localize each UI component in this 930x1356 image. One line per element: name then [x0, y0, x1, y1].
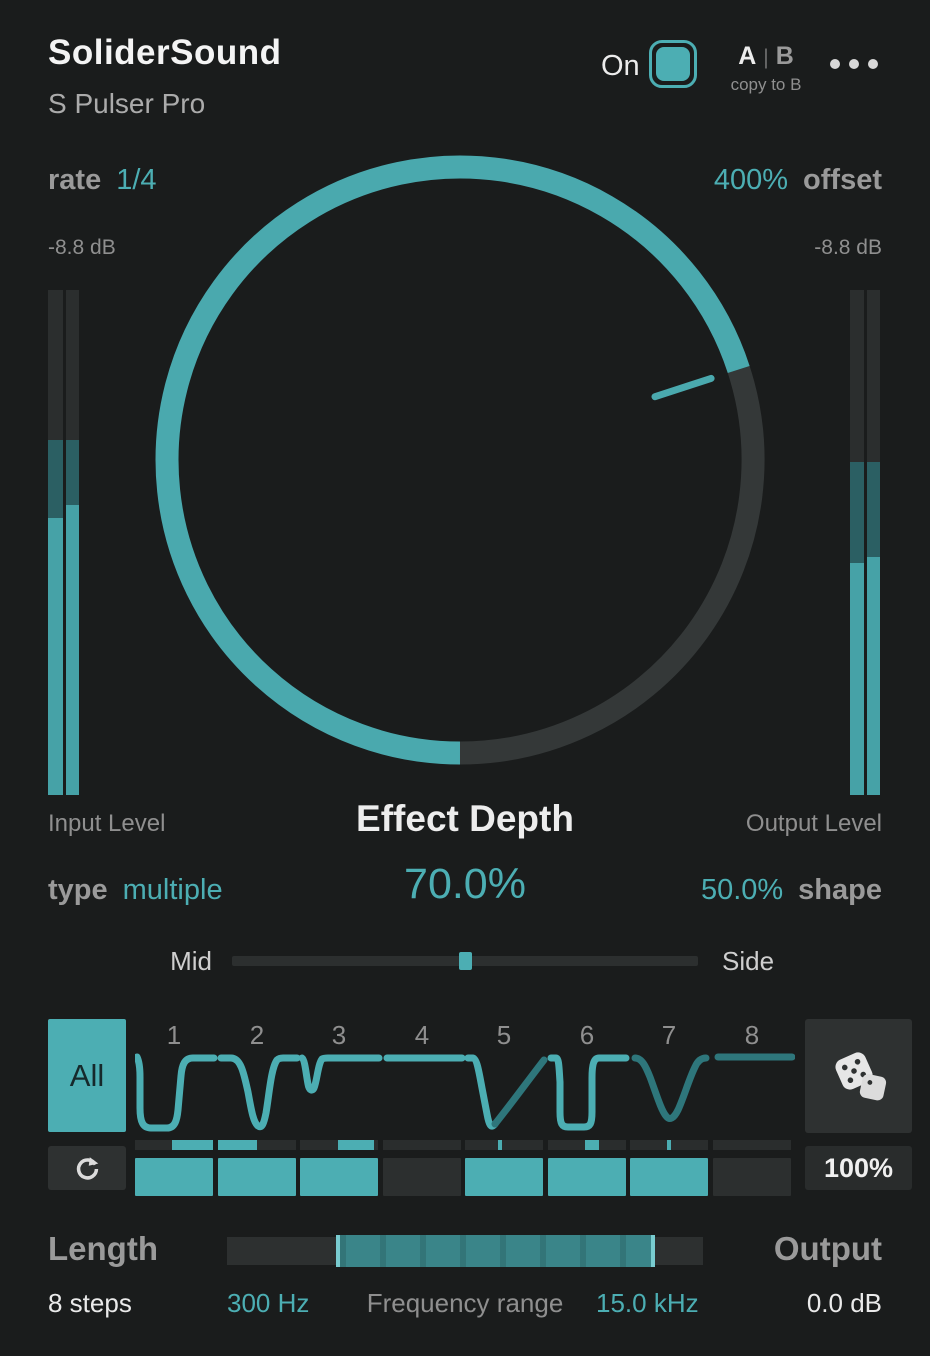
- offset-label: offset: [803, 164, 882, 196]
- frequency-range-fill[interactable]: [336, 1235, 656, 1267]
- all-steps-button[interactable]: All: [48, 1019, 126, 1132]
- step-toggle-button[interactable]: [218, 1158, 296, 1196]
- step-column-1: 1: [135, 1020, 217, 1196]
- shape-value[interactable]: 50.0%: [700, 874, 784, 906]
- power-toggle[interactable]: [649, 40, 697, 88]
- step-column-2: 2: [218, 1020, 300, 1196]
- effect-depth-value[interactable]: 70.0%: [404, 860, 526, 908]
- input-meter-db: -8.8 dB: [48, 236, 116, 259]
- waveform-step-6: [547, 1054, 630, 1131]
- step-phase-indicator[interactable]: [135, 1140, 213, 1150]
- knob-arc-remainder: [459, 365, 765, 765]
- step-phase-indicator[interactable]: [548, 1140, 626, 1150]
- step-column-6: 6: [548, 1020, 630, 1196]
- offset-value[interactable]: 400%: [713, 164, 789, 196]
- output-gain-value[interactable]: 0.0 dB: [806, 1288, 882, 1318]
- rate-value[interactable]: 1/4: [116, 164, 157, 196]
- step-column-7: 7: [630, 1020, 712, 1196]
- waveform-step-2: [217, 1054, 301, 1131]
- length-label: Length: [48, 1230, 158, 1267]
- step-toggle-button[interactable]: [630, 1158, 708, 1196]
- step-waveform-display[interactable]: [135, 1050, 795, 1138]
- rotate-cw-icon: [76, 1156, 98, 1180]
- input-meter-bar-right: [66, 290, 79, 795]
- step-toggle-button[interactable]: [300, 1158, 378, 1196]
- shape-label: shape: [798, 874, 882, 906]
- input-meter-bar-left: [48, 290, 63, 795]
- input-level-label: Input Level: [48, 810, 166, 837]
- ellipsis-menu-icon[interactable]: [830, 59, 878, 69]
- dice-icon: [834, 1052, 886, 1101]
- frequency-high-value[interactable]: 15.0 kHz: [596, 1288, 699, 1318]
- step-phase-indicator[interactable]: [630, 1140, 708, 1150]
- step-number: 2: [249, 1020, 265, 1050]
- output-meter-db: -8.8 dB: [814, 236, 882, 259]
- step-phase-indicator[interactable]: [465, 1140, 543, 1150]
- ab-divider: |: [763, 46, 769, 69]
- output-meter-bar-right: [867, 290, 880, 795]
- type-label: type: [48, 874, 108, 906]
- frequency-range-slider[interactable]: [227, 1235, 703, 1267]
- mid-label: Mid: [170, 946, 212, 976]
- step-number: 3: [331, 1020, 347, 1050]
- frequency-low-value[interactable]: 300 Hz: [227, 1288, 310, 1318]
- power-toggle-indicator: [656, 47, 690, 81]
- output-level-label: Output Level: [745, 810, 882, 837]
- step-toggle-button[interactable]: [465, 1158, 543, 1196]
- step-number: 1: [166, 1020, 182, 1050]
- mid-side-slider-thumb[interactable]: [459, 952, 472, 970]
- step-number: 7: [661, 1020, 677, 1050]
- ab-selector[interactable]: A | B: [721, 42, 811, 71]
- plugin-name: S Pulser Pro: [48, 88, 206, 119]
- frequency-range-label: Frequency range: [366, 1288, 564, 1318]
- rate-label: rate: [48, 164, 102, 196]
- step-toggle-button[interactable]: [548, 1158, 626, 1196]
- step-phase-indicator[interactable]: [218, 1140, 296, 1150]
- step-number: 6: [579, 1020, 595, 1050]
- copy-to-b-button[interactable]: copy to B: [730, 75, 802, 94]
- waveform-step-1: [135, 1053, 218, 1132]
- waveform-step-7: [631, 1054, 710, 1122]
- reset-steps-button[interactable]: [48, 1146, 126, 1190]
- step-phase-indicator[interactable]: [300, 1140, 378, 1150]
- knob-arc: [155, 155, 765, 765]
- preset-b[interactable]: B: [775, 42, 794, 70]
- step-number: 8: [744, 1020, 760, 1050]
- randomize-button[interactable]: [805, 1019, 912, 1133]
- effect-depth-label: Effect Depth: [356, 798, 574, 839]
- power-label: On: [601, 50, 640, 82]
- length-value[interactable]: 8 steps: [48, 1288, 132, 1318]
- knob-pointer: [651, 374, 715, 401]
- mid-side-slider[interactable]: [232, 952, 698, 970]
- step-column-8: 8: [713, 1020, 795, 1196]
- waveform-step-5-rise: [491, 1056, 548, 1128]
- randomize-amount[interactable]: 100%: [805, 1146, 912, 1190]
- effect-depth-knob[interactable]: [150, 150, 770, 770]
- knob-arc-fill: [155, 155, 750, 765]
- preset-a[interactable]: A: [738, 42, 757, 70]
- step-toggle-button[interactable]: [135, 1158, 213, 1196]
- step-phase-indicator[interactable]: [713, 1140, 791, 1150]
- output-label: Output: [773, 1230, 882, 1267]
- ab-compare-control[interactable]: A | B copy to B: [721, 42, 811, 95]
- step-column-4: 4: [383, 1020, 465, 1196]
- step-toggle-button[interactable]: [713, 1158, 791, 1196]
- step-toggle-button[interactable]: [383, 1158, 461, 1196]
- vendor-title: SoliderSound: [48, 33, 282, 72]
- step-column-5: 5: [465, 1020, 547, 1196]
- side-label: Side: [722, 946, 775, 976]
- step-number: 4: [414, 1020, 430, 1050]
- step-phase-indicator[interactable]: [383, 1140, 461, 1150]
- step-column-3: 3: [300, 1020, 382, 1196]
- output-meter-bar-left: [850, 290, 864, 795]
- waveform-step-5-fall: [464, 1054, 499, 1130]
- type-value[interactable]: multiple: [122, 874, 223, 906]
- waveform-step-3: [298, 1054, 383, 1094]
- step-number: 5: [496, 1020, 512, 1050]
